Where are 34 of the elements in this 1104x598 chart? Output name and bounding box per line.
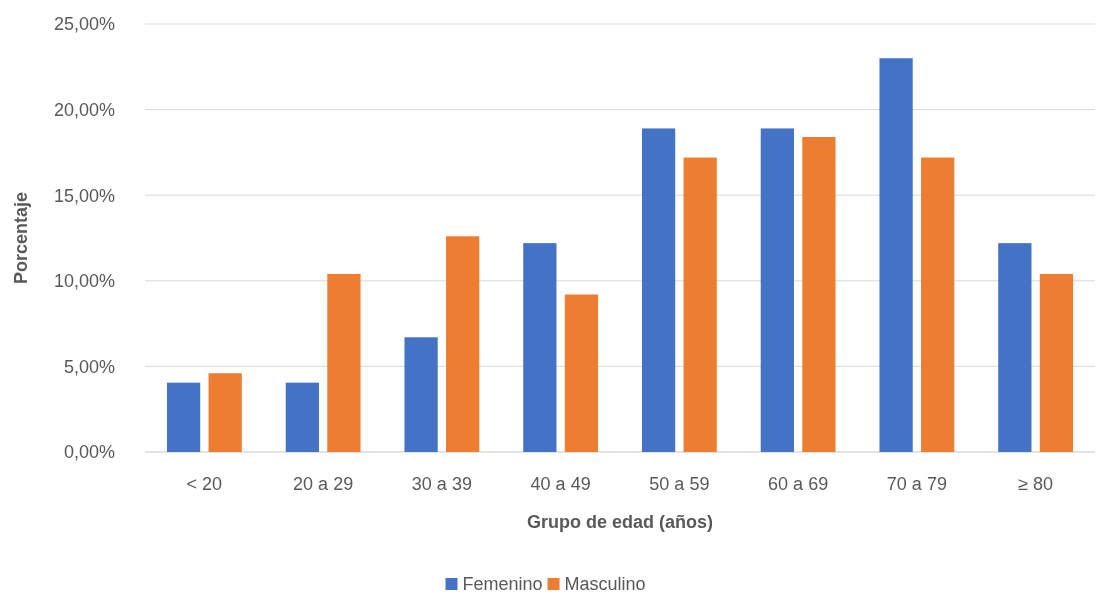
x-tick-label: 70 a 79 <box>886 474 947 494</box>
bar <box>166 382 201 452</box>
y-axis-title: Porcentaje <box>11 191 31 285</box>
bar <box>641 128 676 452</box>
bar <box>523 243 557 452</box>
bar <box>998 243 1032 452</box>
x-tick-label: 60 a 69 <box>768 474 829 494</box>
bar <box>1039 273 1074 452</box>
bar <box>404 337 438 452</box>
x-tick-label: 30 a 39 <box>411 474 472 494</box>
bar <box>921 157 955 452</box>
bar <box>208 373 242 452</box>
y-tick-label: 5,00% <box>63 356 115 377</box>
bar <box>683 157 717 452</box>
x-tick-label: < 20 <box>186 474 223 494</box>
x-tick-label: 20 a 29 <box>293 474 354 494</box>
legend-label: Masculino <box>564 574 646 594</box>
bar <box>285 382 319 452</box>
bar <box>760 128 794 452</box>
bar <box>802 136 836 452</box>
x-tick-label: 40 a 49 <box>530 474 591 494</box>
y-tick-label: 10,00% <box>53 271 115 292</box>
x-axis-title: Grupo de edad (años) <box>526 512 714 532</box>
bar <box>879 58 913 452</box>
bar <box>327 273 361 452</box>
y-tick-label: 20,00% <box>53 99 115 120</box>
y-tick-label: 25,00% <box>53 14 115 35</box>
y-tick-label: 0,00% <box>63 442 115 463</box>
legend-label: Femenino <box>462 574 543 594</box>
y-tick-label: 15,00% <box>53 185 115 206</box>
bar <box>446 236 480 452</box>
x-tick-label: ≥ 80 <box>1018 474 1054 494</box>
bar <box>564 294 599 452</box>
x-tick-label: 50 a 59 <box>649 474 710 494</box>
